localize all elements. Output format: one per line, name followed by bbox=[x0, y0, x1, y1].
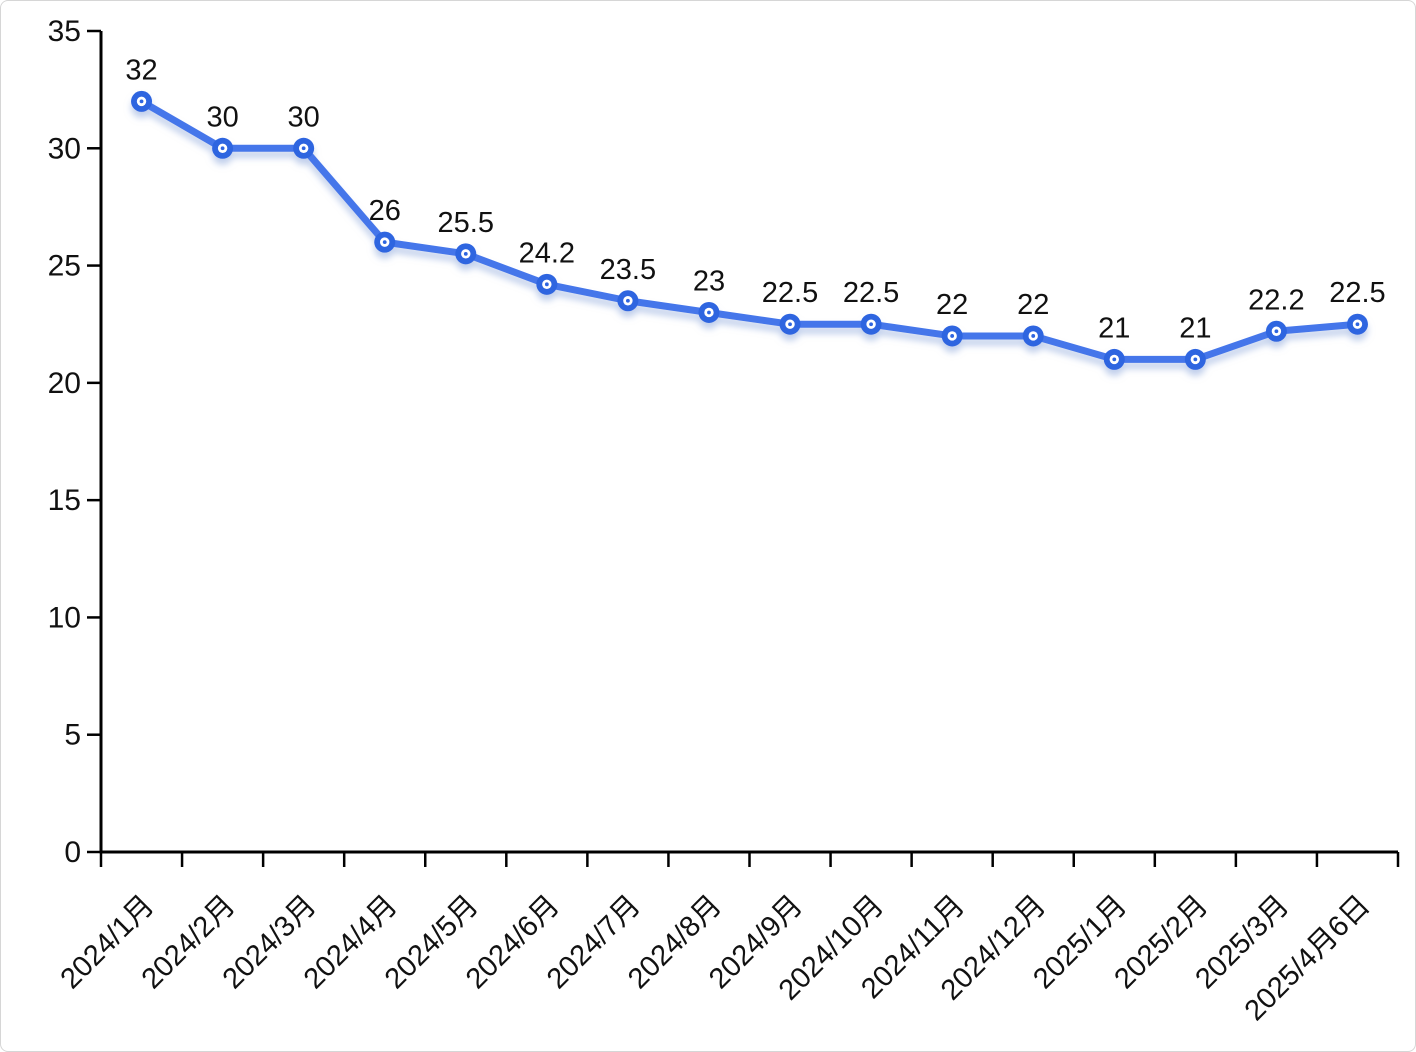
y-tick-label: 35 bbox=[48, 15, 81, 48]
data-label: 25.5 bbox=[438, 207, 494, 239]
data-point-marker bbox=[779, 313, 801, 335]
data-label: 22.2 bbox=[1248, 284, 1304, 316]
data-point-marker bbox=[455, 243, 477, 265]
data-point-marker bbox=[1346, 313, 1368, 335]
y-tick-label: 0 bbox=[64, 836, 81, 869]
data-point-marker bbox=[1103, 348, 1125, 370]
data-point-marker bbox=[941, 325, 963, 347]
data-labels: 32 30 30 26 25.5 24.2 23.5 23 22.5 22.5 22 22 21 21 22… bbox=[125, 54, 1385, 344]
data-series bbox=[131, 90, 1368, 370]
y-tick-label: 25 bbox=[48, 250, 81, 283]
y-tick-label: 15 bbox=[48, 484, 81, 517]
data-point-marker bbox=[374, 231, 396, 253]
y-tick-label: 10 bbox=[48, 601, 81, 634]
data-point-marker bbox=[1265, 320, 1287, 342]
x-axis-ticks bbox=[99, 852, 1400, 867]
data-label: 30 bbox=[206, 101, 238, 133]
data-point-marker bbox=[536, 273, 558, 295]
series-line bbox=[138, 97, 1361, 363]
y-axis: 0 5 10 15 20 25 30 35 bbox=[48, 15, 101, 869]
data-point-marker bbox=[293, 137, 315, 159]
data-point-marker bbox=[698, 301, 720, 323]
data-label: 22.5 bbox=[1329, 277, 1385, 309]
data-label: 30 bbox=[288, 101, 320, 133]
y-tick-label: 5 bbox=[64, 719, 81, 752]
data-label: 21 bbox=[1098, 312, 1130, 344]
data-point-marker bbox=[131, 90, 153, 112]
y-tick-label: 30 bbox=[48, 132, 81, 165]
data-point-marker bbox=[1184, 348, 1206, 370]
data-point-marker bbox=[1022, 325, 1044, 347]
data-point-marker bbox=[212, 137, 234, 159]
data-label: 22.5 bbox=[843, 277, 899, 309]
data-label: 22 bbox=[936, 289, 968, 321]
data-label: 23 bbox=[693, 265, 725, 297]
data-label: 21 bbox=[1179, 312, 1211, 344]
data-label: 26 bbox=[369, 195, 401, 227]
x-axis-labels: 2024/1月2024/2月2024/3月2024/4月2024/5月2024/… bbox=[55, 889, 1377, 1027]
data-point-marker bbox=[860, 313, 882, 335]
data-point-marker bbox=[617, 290, 639, 312]
data-label: 22 bbox=[1017, 289, 1049, 321]
data-label: 23.5 bbox=[600, 254, 656, 286]
y-tick-label: 20 bbox=[48, 367, 81, 400]
data-label: 22.5 bbox=[762, 277, 818, 309]
data-label: 24.2 bbox=[519, 237, 575, 269]
data-label: 32 bbox=[125, 54, 157, 86]
